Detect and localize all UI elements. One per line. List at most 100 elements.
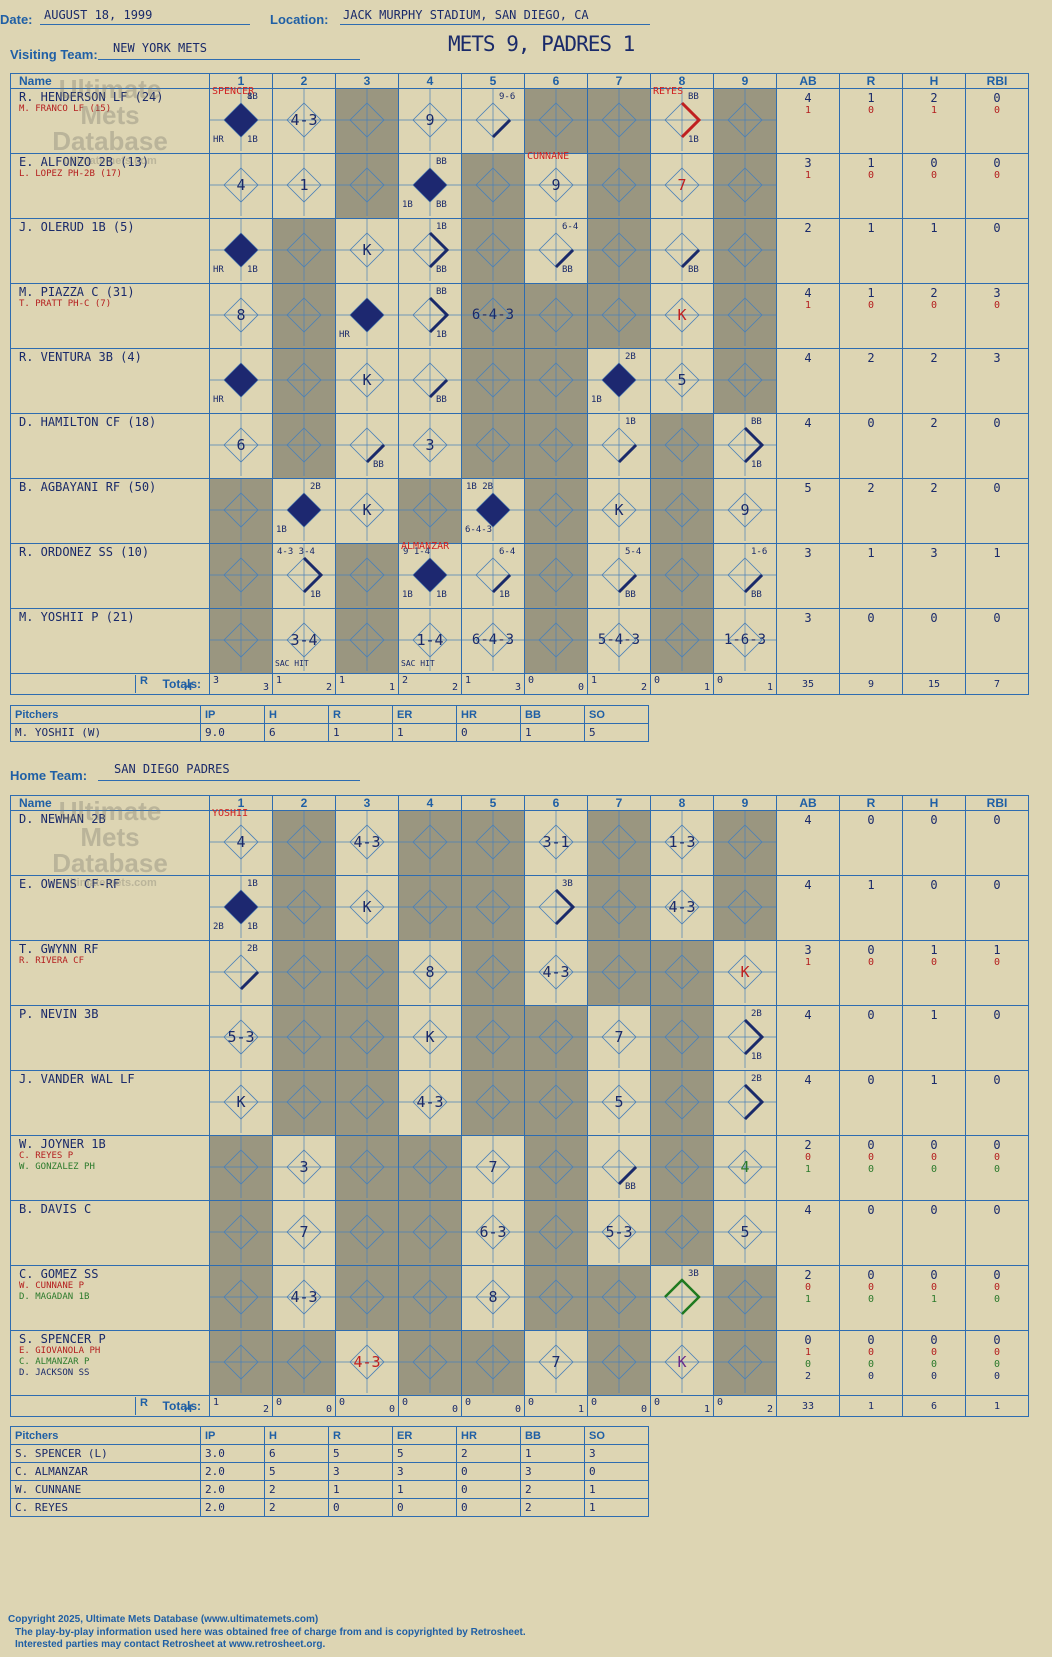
pitcher-cell: 0 <box>456 1480 521 1499</box>
stat-total: 15 <box>902 673 966 695</box>
footer-copyright: Copyright 2025, Ultimate Mets Database (… <box>8 1614 319 1625</box>
batter-name: J. OLERUD 1B (5) <box>10 218 210 284</box>
sac-annotation: SAC HIT <box>275 659 309 668</box>
play-mark: 4-3 <box>668 898 696 916</box>
stat-value: 4 <box>804 1203 812 1217</box>
stat-sub-value: 0 <box>930 1282 938 1293</box>
inning-cell <box>650 608 714 674</box>
runs-total: 1 <box>339 675 346 686</box>
stat-cell: 3 <box>776 543 840 609</box>
table-row: W. JOYNER 1B C. REYES P W. GONZALEZ PH 3 7 BB… <box>10 1135 1029 1201</box>
stat-sub-value: 0 <box>804 1152 812 1163</box>
stat-cell: 3 <box>965 348 1029 414</box>
table-row: E. OWENS CF-RF 1B 2B 1B K 3B 4-3 4 1 0 0 <box>10 875 1029 941</box>
stat-cell: 4 <box>776 413 840 479</box>
stat-value: 1 <box>993 943 1001 957</box>
inning-header-5: 5 <box>461 795 525 811</box>
inning-cell: BB 1B <box>713 413 777 479</box>
inning-cell <box>713 875 777 941</box>
pitcher-cell: 5 <box>584 723 649 742</box>
inning-cell <box>335 940 399 1006</box>
inning-cell: BB <box>650 218 714 284</box>
inning-cell: K <box>209 1070 273 1136</box>
stat-value: 0 <box>993 1008 1001 1022</box>
play-mark: K <box>236 1093 246 1111</box>
play-mark: K <box>614 501 624 519</box>
watermark-text: Database <box>52 848 168 878</box>
inning-cell <box>524 348 588 414</box>
batter-name: M. YOSHII P (21) <box>10 608 210 674</box>
base-annotation: 1B <box>436 222 447 232</box>
inning-cell <box>713 348 777 414</box>
stat-value: 1 <box>867 546 875 560</box>
batter-starter: P. NEVIN 3B <box>19 1007 99 1021</box>
totals-text: Totals: <box>162 677 201 691</box>
base-annotation: HR <box>213 395 224 405</box>
stat-sub-value: 0 <box>993 1282 1001 1293</box>
inning-header-9: 9 <box>713 73 777 89</box>
inning-cell: 4 <box>209 153 273 219</box>
pitcher-cell: 5 <box>328 1444 393 1463</box>
batter-name: J. VANDER WAL LF <box>10 1070 210 1136</box>
inning-cell: 5-3 <box>587 1200 651 1266</box>
inning-cell: BB <box>335 413 399 479</box>
table-row: S. SPENCER P E. GIOVANOLA PH C. ALMANZAR P… <box>10 1330 1029 1396</box>
base-annotation: 1B <box>402 590 413 600</box>
stat-cell: 1 <box>839 543 903 609</box>
inning-cell <box>398 478 462 544</box>
play-mark: 8 <box>488 1288 498 1306</box>
stat-cell: 2 <box>839 348 903 414</box>
stat-sub-value: 1 <box>804 957 812 968</box>
pitcher-header: Pitchers <box>10 705 201 724</box>
batter-starter: R. HENDERSON LF (24) <box>19 90 164 104</box>
hits-total: 2 <box>640 682 647 693</box>
play-mark: K <box>740 963 750 981</box>
play-mark: K <box>362 501 372 519</box>
batter-starter: M. PIAZZA C (31) <box>19 285 135 299</box>
base-annotation: BB <box>625 590 636 600</box>
pitcher-cell: 2 <box>264 1480 329 1499</box>
base-annotation: 4-3 3-4 <box>277 547 315 557</box>
pitcher-header: Pitchers <box>10 1426 201 1445</box>
stat-value: 2 <box>930 286 938 300</box>
batter-name: D. NEWHAN 2B <box>10 810 210 876</box>
base-annotation: BB <box>436 157 447 167</box>
stat-value: 3 <box>804 943 812 957</box>
inning-cell: 7 <box>272 1200 336 1266</box>
inning-cell <box>335 608 399 674</box>
runs-total: 0 <box>339 1397 346 1408</box>
stat-value: 0 <box>867 813 875 827</box>
inning-cell <box>524 413 588 479</box>
inning-cell <box>650 413 714 479</box>
stat-value: 4 <box>804 351 812 365</box>
base-annotation: 1B <box>436 330 447 340</box>
stat-header-ab: AB <box>776 795 840 811</box>
pitcher-cell: S. SPENCER (L) <box>10 1444 201 1463</box>
inning-cell <box>461 940 525 1006</box>
stat-value: 3 <box>804 546 812 560</box>
inning-cell <box>335 1005 399 1071</box>
stat-value: 1 <box>930 221 938 235</box>
play-mark: 6 <box>236 436 246 454</box>
stat-value: 0 <box>867 1138 875 1152</box>
inning-cell: 3B <box>524 875 588 941</box>
stat-value: 0 <box>867 611 875 625</box>
stat-sub-value: 0 <box>867 105 875 116</box>
pitcher-cell: 2 <box>520 1498 585 1517</box>
stat-sub-value: 0 <box>993 170 1001 181</box>
pitcher-cell: 5 <box>264 1462 329 1481</box>
inning-cell: 4-3 <box>335 810 399 876</box>
stat-value: 3 <box>804 611 812 625</box>
pitcher-cell: 1 <box>584 1480 649 1499</box>
inning-cell <box>272 348 336 414</box>
batter-starter: W. JOYNER 1B <box>19 1137 106 1151</box>
base-annotation: 2B <box>213 922 224 932</box>
base-annotation: BB <box>436 265 447 275</box>
pitcher-change-label: REYES <box>653 86 684 97</box>
stat-total: 1 <box>965 1395 1029 1417</box>
